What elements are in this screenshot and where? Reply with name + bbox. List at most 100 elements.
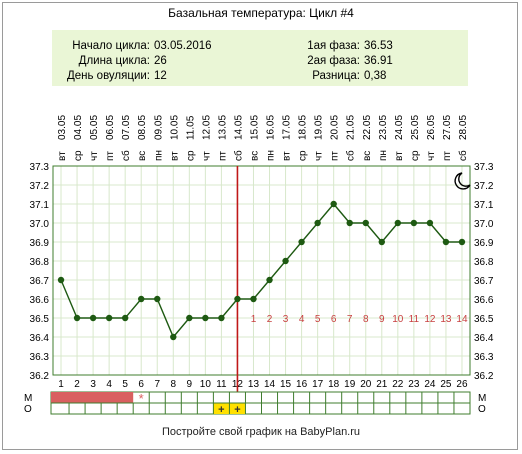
x-date-label: 19.05 [314,115,325,140]
temperature-point [298,238,305,246]
temperature-point [266,276,273,284]
temperature-point [346,219,353,227]
x-weekday-label: пн [153,150,164,161]
intercourse-cell [213,403,230,414]
x-weekday-label: вт [282,151,293,161]
row-label-m-right: М [478,393,486,404]
temperature-line [60,202,462,339]
phase2-day-label: 5 [315,314,321,325]
x-weekday-label: ср [410,150,421,161]
cycle-length-label: Длина цикла: [78,55,150,67]
x-day-number: 23 [408,379,420,390]
intercourse-mark: + [218,404,224,416]
temperature-point [234,295,241,303]
x-weekday-label: сб [457,150,469,161]
x-weekday-label: пн [378,150,389,161]
cycle-start-value: 03.05.2016 [154,40,212,52]
x-date-label: 05.05 [89,115,100,140]
phase2-day-label: 13 [440,314,452,325]
phase2-day-label: 1 [251,314,257,325]
y-tick-label-right: 36.9 [474,238,494,249]
temperature-point [378,238,385,246]
x-weekday-label: чт [89,151,100,161]
temperature-point [170,333,177,341]
y-tick-label-right: 37.0 [474,219,494,230]
x-date-label: 10.05 [169,115,180,140]
x-day-number: 26 [456,379,468,390]
x-weekday-label: вт [169,151,180,161]
x-day-number: 5 [122,379,128,390]
x-weekday-label: вс [137,151,148,161]
temperature-point [73,314,81,322]
x-date-label: 06.05 [105,115,116,140]
y-tick-label-left: 36.8 [30,257,50,268]
temperature-point [218,314,225,322]
x-day-number: 13 [248,379,260,390]
x-day-number: 16 [296,379,308,390]
ovulation-day-value: 12 [154,70,167,82]
x-weekday-label: вт [394,151,405,161]
x-day-number: 18 [328,379,340,390]
x-date-label: 26.05 [426,115,437,140]
y-tick-label-right: 37.2 [474,181,494,192]
x-day-number: 14 [264,379,276,390]
x-day-number: 4 [106,379,112,390]
temperature-point [442,238,450,246]
y-tick-label-left: 36.3 [30,352,50,363]
x-day-number: 22 [392,379,404,390]
x-day-number: 11 [216,379,227,390]
phase2-day-label: 12 [424,314,436,325]
phase2-day-label: 14 [456,314,468,325]
x-day-number: 15 [280,379,292,390]
phase1-label: 1ая фаза: [307,40,360,52]
x-day-number: 24 [424,379,436,390]
phase2-day-label: 11 [409,314,420,325]
x-date-label: 03.05 [57,115,68,140]
temperature-point [330,200,337,208]
x-date-label: 20.05 [330,115,341,140]
x-date-label: 18.05 [298,115,309,140]
chart-frame [2,2,518,450]
temperature-point [314,219,321,227]
temperature-point [410,219,418,227]
x-date-label: 07.05 [121,115,132,140]
y-tick-label-right: 36.6 [474,295,494,306]
menstruation-bar [51,392,134,403]
x-weekday-label: ср [185,150,196,161]
intercourse-mark: + [234,404,240,416]
chart-title: Базальная температура: Цикл #4 [168,6,354,20]
phase2-day-label: 7 [347,314,353,325]
y-tick-label-right: 36.8 [474,257,494,268]
intercourse-cell [229,403,246,414]
x-day-number: 1 [58,379,64,390]
ovulation-day-label: День овуляции: [66,70,150,82]
temperature-point [250,295,257,303]
temperature-point [154,295,161,303]
x-weekday-label: чт [314,151,325,161]
y-tick-label-left: 36.4 [30,333,50,344]
x-weekday-label: ср [298,150,309,161]
y-tick-label-right: 36.7 [474,276,494,287]
x-day-number: 10 [200,379,212,390]
temperature-point [121,314,129,322]
y-tick-label-right: 36.4 [474,333,494,344]
temperature-point [282,257,289,265]
temperature-point [186,314,193,322]
row-label-m-left: М [24,393,32,404]
y-tick-label-left: 37.0 [30,219,50,230]
x-weekday-label: вс [249,151,260,161]
y-tick-label-right: 36.5 [474,314,494,325]
x-weekday-label: вт [57,151,68,161]
x-date-label: 21.05 [346,115,357,140]
cycle-length-value: 26 [154,55,167,67]
x-date-label: 13.05 [217,115,228,140]
x-date-label: 04.05 [73,115,84,140]
phase2-day-label: 9 [379,314,385,325]
y-tick-label-left: 36.2 [30,371,50,382]
x-weekday-label: чт [201,151,212,161]
x-date-label: 16.05 [266,115,277,140]
temperature-point [394,219,402,227]
x-weekday-label: пн [266,150,277,161]
x-date-label: 23.05 [378,115,389,140]
